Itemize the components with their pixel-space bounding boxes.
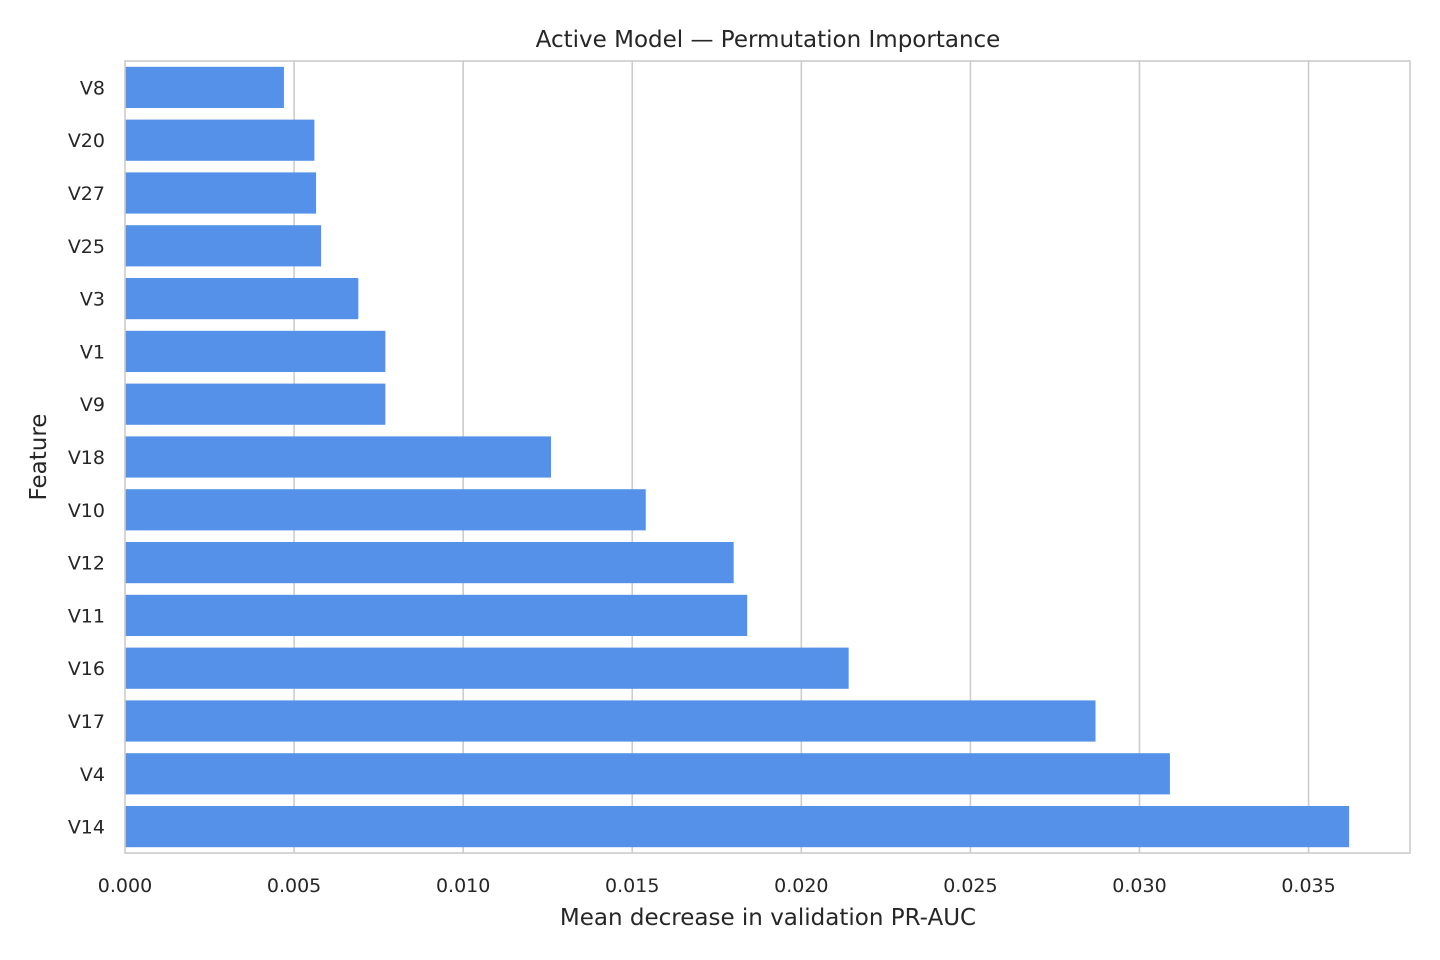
y-tick-labels: V8 V20 V27 V25 V3 V1 V9 V18 V10 V12 V11 V16 V17 V4 V14 (68, 77, 105, 838)
y-tick-label-v3: V3 (80, 289, 105, 311)
bar-v18 (125, 436, 552, 478)
x-tick-label: 0.015 (605, 875, 659, 897)
x-tick-label: 0.005 (267, 875, 321, 897)
y-axis-label: Feature (26, 414, 52, 501)
x-axis-label: Mean decrease in validation PR-AUC (560, 905, 976, 931)
y-tick-label-v17: V17 (68, 711, 105, 733)
bar-v12 (125, 542, 734, 584)
y-tick-label-v4: V4 (80, 764, 105, 786)
bar-v9 (125, 383, 386, 425)
bar-v3 (125, 278, 359, 320)
x-tick-label: 0.035 (1281, 875, 1335, 897)
y-tick-label-v10: V10 (68, 500, 105, 522)
x-tick-label: 0.020 (774, 875, 828, 897)
y-tick-label-v11: V11 (68, 605, 105, 627)
y-tick-label-v9: V9 (80, 394, 105, 416)
bars (125, 66, 1350, 848)
bar-v16 (125, 647, 849, 689)
x-tick-label: 0.000 (98, 875, 152, 897)
y-tick-label-v16: V16 (68, 658, 105, 680)
bar-v17 (125, 700, 1096, 742)
y-tick-label-v14: V14 (68, 817, 105, 839)
y-tick-label-v20: V20 (68, 130, 105, 152)
y-tick-label-v27: V27 (68, 183, 105, 205)
bar-v14 (125, 806, 1350, 848)
x-tick-labels: 0.000 0.005 0.010 0.015 0.020 0.025 0.030 0.035 (98, 875, 1336, 897)
bar-v25 (125, 225, 322, 267)
y-tick-label-v12: V12 (68, 553, 105, 575)
bar-v8 (125, 66, 284, 108)
bar-v4 (125, 753, 1170, 795)
bar-v27 (125, 172, 317, 214)
x-tick-label: 0.010 (436, 875, 490, 897)
x-tick-label: 0.030 (1112, 875, 1166, 897)
y-tick-label-v8: V8 (80, 77, 105, 99)
bar-v1 (125, 330, 386, 372)
y-tick-label-v25: V25 (68, 236, 105, 258)
y-tick-label-v18: V18 (68, 447, 105, 469)
bar-v20 (125, 119, 315, 161)
bar-v10 (125, 489, 646, 531)
plot-frame (124, 60, 1411, 854)
x-tick-label: 0.025 (943, 875, 997, 897)
y-tick-label-v1: V1 (80, 341, 105, 363)
chart-title: Active Model — Permutation Importance (536, 27, 1001, 53)
bar-v11 (125, 594, 748, 636)
